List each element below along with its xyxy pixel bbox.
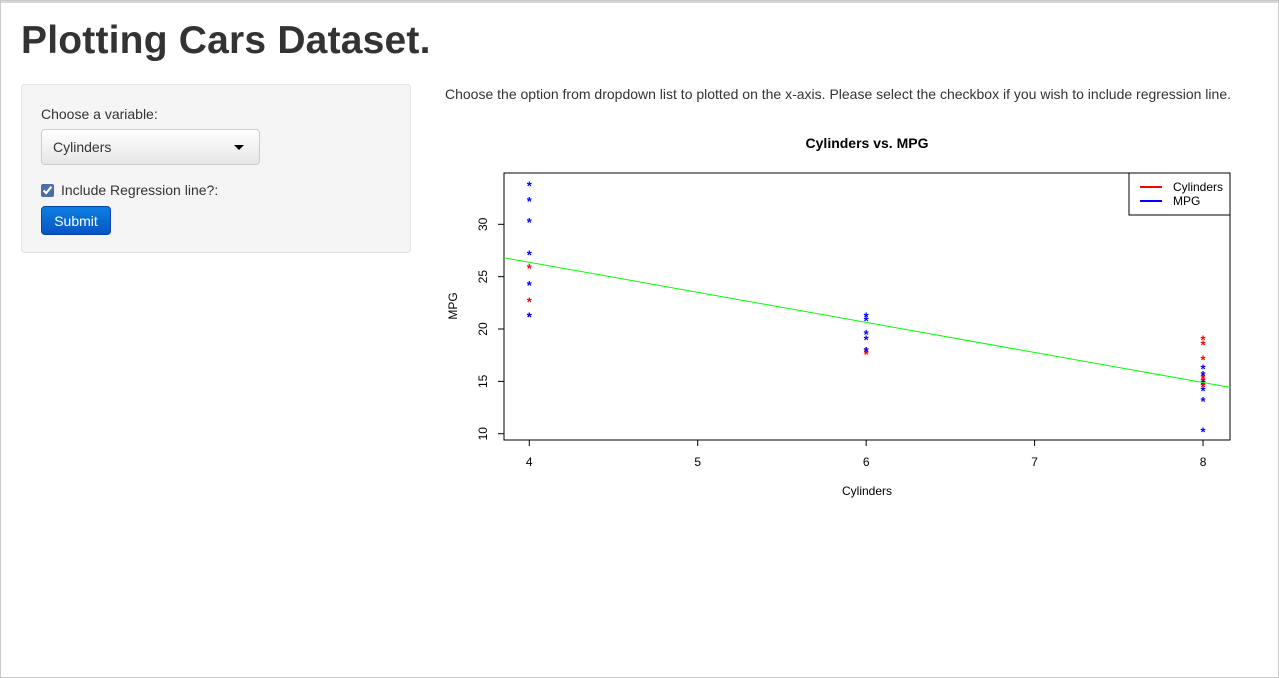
plot-frame: [503, 172, 1231, 441]
legend-box: [1128, 172, 1231, 216]
data-point-marker: *: [1201, 425, 1207, 440]
regression-line: [503, 257, 1232, 389]
window-top-border: [1, 1, 1278, 3]
data-points: ***************** ***********: [527, 178, 1207, 439]
y-tick-label: 25: [476, 270, 490, 284]
x-tick-label: 7: [1031, 455, 1038, 469]
data-point-marker: *: [1201, 380, 1207, 395]
x-tick-label: 5: [694, 455, 701, 469]
x-axis-label: Cylinders: [842, 484, 892, 498]
data-point-marker: *: [1201, 338, 1207, 353]
data-point-marker: *: [527, 215, 533, 230]
variable-select-value: Cylinders: [53, 139, 112, 155]
data-point-marker: *: [864, 332, 870, 347]
caret-down-icon: [234, 145, 244, 150]
y-tick-label: 15: [476, 374, 490, 388]
data-point-marker: *: [527, 178, 533, 193]
x-tick-label: 8: [1200, 455, 1207, 469]
regression-checkbox[interactable]: [41, 184, 54, 197]
data-point-marker: *: [864, 314, 870, 329]
data-point-marker: *: [1201, 332, 1207, 347]
y-axis-label: MPG: [446, 292, 460, 319]
data-point-marker: *: [1201, 374, 1207, 389]
y-tick-label: 10: [476, 427, 490, 441]
data-point-marker: *: [864, 309, 870, 324]
y-axis: 10 15 20 25 30: [476, 217, 505, 441]
variable-select[interactable]: Cylinders: [41, 129, 260, 165]
data-point-marker: *: [527, 309, 533, 324]
sidebar-panel: Choose a variable: Cylinders Include Reg…: [21, 84, 411, 253]
y-tick-label: 30: [476, 217, 490, 231]
y-tick-label: 20: [476, 322, 490, 336]
data-point-marker: *: [1201, 384, 1207, 399]
legend-label: Cylinders: [1173, 180, 1223, 194]
scatter-plot: Cylinders vs. MPG 4 5 6 7 8 10 15 20 25 30 Cylin…: [446, 135, 1232, 498]
data-point-marker: *: [1201, 376, 1207, 391]
legend-label: MPG: [1173, 194, 1200, 208]
data-point-marker: *: [527, 278, 533, 293]
data-point-marker: *: [864, 344, 870, 359]
page-title: Plotting Cars Dataset.: [21, 19, 431, 62]
data-point-marker: *: [1201, 394, 1207, 409]
description-text: Choose the option from dropdown list to …: [445, 86, 1231, 102]
data-point-marker: *: [1201, 362, 1207, 377]
x-tick-label: 4: [526, 455, 533, 469]
submit-button[interactable]: Submit: [41, 206, 111, 235]
data-point-marker: *: [527, 248, 533, 263]
data-point-marker: *: [527, 194, 533, 209]
data-point-marker: *: [527, 309, 533, 324]
chart-title: Cylinders vs. MPG: [806, 135, 929, 151]
data-point-marker: *: [864, 347, 870, 362]
data-point-marker: *: [527, 261, 533, 276]
x-tick-label: 6: [863, 455, 870, 469]
regression-checkbox-label[interactable]: Include Regression line?:: [61, 182, 219, 198]
data-point-marker: *: [527, 295, 533, 310]
data-point-marker: *: [1201, 352, 1207, 367]
data-point-marker: *: [864, 327, 870, 342]
data-point-marker: *: [1201, 368, 1207, 383]
x-axis: 4 5 6 7 8: [526, 439, 1207, 469]
data-point-marker: *: [1201, 371, 1207, 386]
regression-line-group: [503, 257, 1232, 389]
data-point-marker: *: [864, 344, 870, 359]
variable-label: Choose a variable:: [41, 106, 158, 122]
